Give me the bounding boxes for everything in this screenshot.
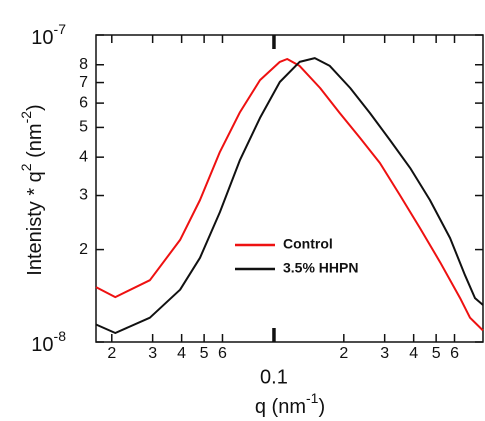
y-tick-label-base: 10 [31,27,53,49]
x-tick-label: 3 [148,345,157,362]
y-axis-label-end: ) [24,104,46,111]
x-tick-label: 6 [218,345,227,362]
y-tick-label-exponent: -7 [54,21,67,37]
y-tick-label: 6 [79,94,88,111]
y-tick-label: 10-8 [31,328,66,357]
x-axis-label-end: ) [318,396,325,418]
y-tick-label: 8 [79,56,88,73]
series-line [95,57,484,334]
legend-label: 3.5% HHPN [283,260,358,276]
y-tick-label: 3 [79,187,88,204]
x-tick-label: 0.1 [260,366,288,388]
x-tick-label: 4 [177,345,186,362]
y-tick-label: 5 [79,119,88,136]
series-line [95,58,484,332]
y-tick-label-base: 10 [31,334,53,356]
x-axis-label-sup: -1 [306,390,319,406]
y-axis-label-text: Intenisty * q [24,171,46,276]
x-tick-label: 5 [432,345,441,362]
y-tick-label-exponent: -8 [54,328,67,344]
y-axis-label-sup: 2 [18,163,34,171]
x-tick-label: 4 [409,345,418,362]
y-tick-label: 10-7 [31,21,66,50]
y-tick-label: 4 [79,148,88,165]
legend-label: Control [283,236,333,252]
x-axis-label: q (nm-1) [255,390,325,419]
x-tick-label: 6 [450,345,459,362]
y-tick-label: 7 [79,74,88,91]
x-tick-label: 2 [107,345,116,362]
x-tick-label: 5 [200,345,209,362]
y-tick-label: 2 [79,241,88,258]
x-tick-label: 2 [339,345,348,362]
x-tick-label: 3 [380,345,389,362]
y-axis-label-mid: (nm [24,123,46,163]
x-axis-label-text: q (nm [255,396,306,418]
plot-frame [95,34,484,343]
y-axis-label-sup2: -2 [18,111,34,124]
y-axis-label: Intenisty * q2 (nm-2) [18,104,47,275]
